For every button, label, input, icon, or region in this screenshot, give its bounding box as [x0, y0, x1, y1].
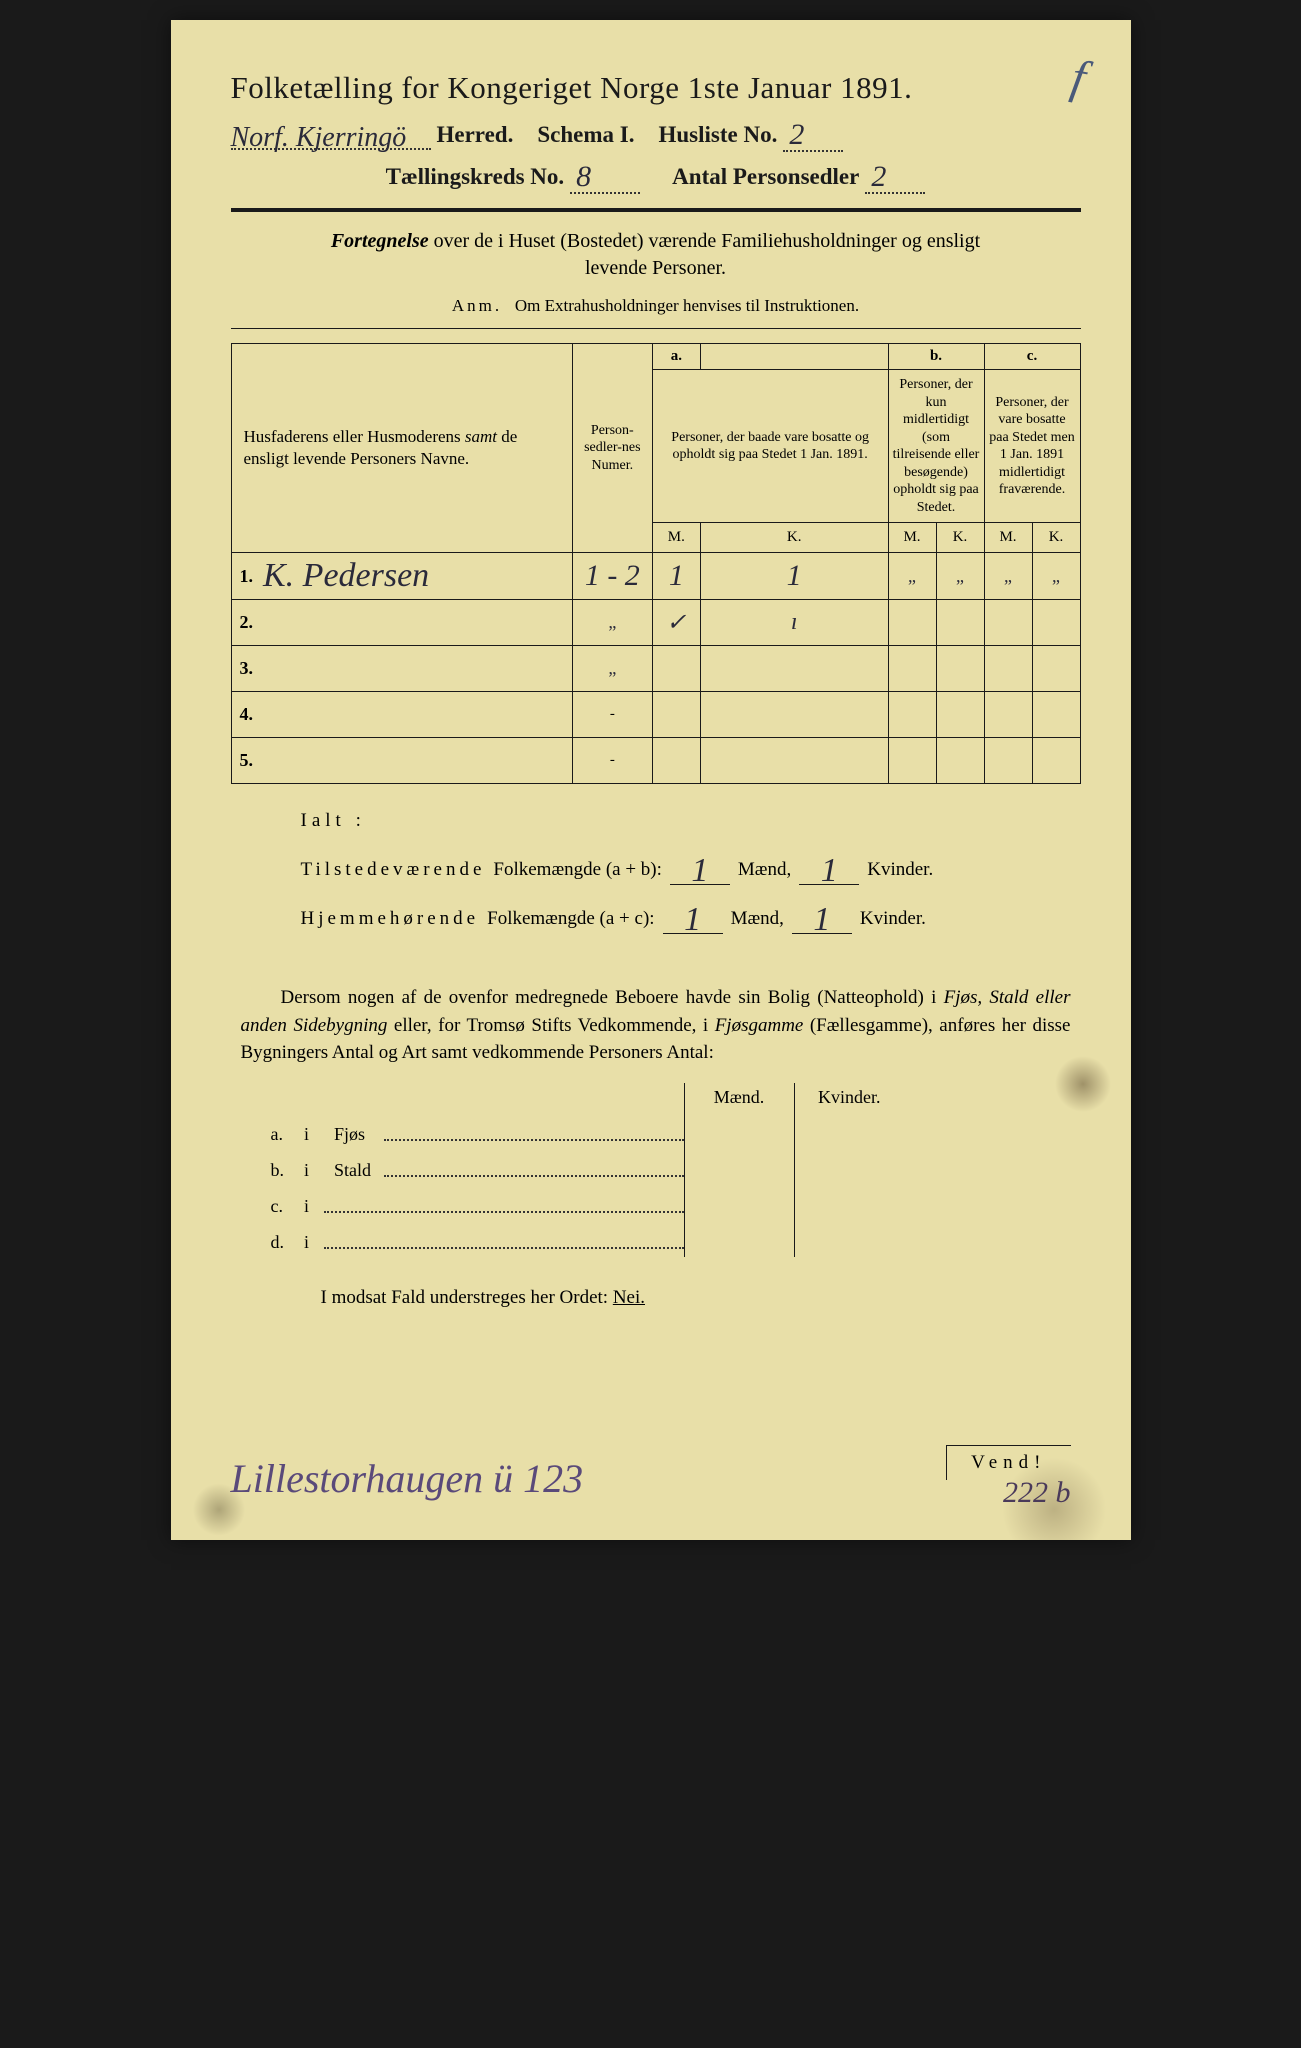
vend-box: Vend!: [946, 1445, 1070, 1480]
anm-label: Anm.: [452, 296, 502, 315]
maend-label: Mænd,: [731, 908, 784, 930]
col-k: K.: [1032, 523, 1080, 553]
bottom-handwriting: Lillestorhaugen ü 123: [231, 1455, 584, 1502]
col-m: M.: [652, 523, 700, 553]
row-number: 5.: [231, 738, 259, 784]
header-line-2: Norf. Kjerringö Herred. Schema I. Huslis…: [231, 116, 1081, 152]
col-numer-header: Person-sedler-nes Numer.: [572, 344, 652, 553]
person-numer: -: [572, 738, 652, 784]
cell-bm: „: [908, 566, 916, 586]
sum-2m: 1: [684, 901, 701, 938]
outbuilding-paragraph: Dersom nogen af de ovenfor medregnede Be…: [241, 984, 1071, 1067]
kvinder-label: Kvinder.: [860, 908, 926, 930]
col-b-header: Personer, der kun midlertidigt (som tilr…: [888, 370, 984, 523]
col-k: K.: [700, 523, 888, 553]
cell-am: ✓: [666, 610, 686, 636]
ialt-label: Ialt :: [301, 810, 1081, 832]
row-number: 1.: [231, 553, 259, 600]
table-row: 3. „: [231, 646, 1080, 692]
husliste-label: Husliste No.: [658, 122, 777, 148]
cell-ak: ı: [791, 609, 798, 635]
maend-label: Mænd,: [738, 859, 791, 881]
herred-handwritten: Norf. Kjerringö: [231, 128, 431, 150]
col-names-header: Husfaderens eller Husmoderens samt de en…: [244, 427, 518, 468]
divider: [231, 328, 1081, 329]
antal-number: 2: [871, 160, 886, 193]
kreds-label: Tællingskreds No.: [386, 164, 565, 190]
col-a-tag: a.: [652, 344, 700, 370]
col-b-tag: b.: [888, 344, 984, 370]
sum-2k: 1: [813, 901, 830, 938]
anm-note: Anm. Om Extrahusholdninger henvises til …: [231, 296, 1081, 316]
side-letter: d.: [261, 1221, 295, 1257]
sum-line-resident: Hjemmehørende Folkemængde (a + c): 1 Mæn…: [301, 895, 1081, 934]
folkemaengde-ac: Folkemængde (a + c):: [487, 908, 654, 930]
form-subtitle: Fortegnelse over de i Huset (Bostedet) v…: [261, 228, 1051, 282]
side-row: d. i: [261, 1221, 905, 1257]
person-numer: „: [608, 612, 616, 632]
col-c-tag: c.: [984, 344, 1080, 370]
col-c-header: Personer, der vare bosatte paa Stedet me…: [984, 370, 1080, 523]
page-title: Folketælling for Kongeriget Norge 1ste J…: [231, 70, 1081, 106]
totals-block: Ialt : Tilstedeværende Folkemængde (a + …: [301, 810, 1081, 934]
cell-ak: 1: [787, 559, 802, 592]
herred-label: Herred.: [437, 122, 514, 148]
row-number: 2.: [231, 600, 259, 646]
hjemmehoerende-label: Hjemmehørende: [301, 908, 480, 930]
col-m: M.: [888, 523, 936, 553]
col-a-header: Personer, der baade vare bosatte og opho…: [652, 370, 888, 523]
col-m: M.: [984, 523, 1032, 553]
table-row: 5. -: [231, 738, 1080, 784]
row-number: 4.: [231, 692, 259, 738]
table-row: 1. K. Pedersen 1 - 2 1 1 „ „ „ „: [231, 553, 1080, 600]
corner-annotation: f: [1067, 49, 1090, 105]
person-numer: „: [608, 658, 616, 678]
side-row: c. i: [261, 1185, 905, 1221]
side-i: i: [294, 1113, 324, 1149]
side-letter: b.: [261, 1149, 295, 1185]
cell-bk: „: [956, 566, 964, 586]
anm-text: Om Extrahusholdninger henvises til Instr…: [515, 296, 859, 315]
schema-label: Schema I.: [537, 122, 634, 148]
side-i: i: [294, 1149, 324, 1185]
col-k: K.: [936, 523, 984, 553]
folkemaengde-ab: Folkemængde (a + b):: [493, 859, 662, 881]
row-number: 3.: [231, 646, 259, 692]
census-form-page: f Folketælling for Kongeriget Norge 1ste…: [171, 20, 1131, 1540]
table-row: 4. -: [231, 692, 1080, 738]
divider: [231, 208, 1081, 212]
person-numer: -: [572, 692, 652, 738]
sum-1m: 1: [691, 852, 708, 889]
nei-underlined: Nei.: [613, 1287, 645, 1308]
antal-label: Antal Personsedler: [672, 164, 859, 190]
side-row: b. i Stald: [261, 1149, 905, 1185]
bottom-right-number: 222 b: [1003, 1476, 1071, 1510]
sum-1k: 1: [821, 852, 838, 889]
husliste-number: 2: [789, 118, 804, 151]
cell-cm: „: [1004, 566, 1012, 586]
side-letter: a.: [261, 1113, 295, 1149]
side-label: Stald: [324, 1149, 684, 1185]
header-line-3: Tællingskreds No. 8 Antal Personsedler 2: [231, 158, 1081, 194]
cell-am: 1: [669, 559, 684, 592]
side-letter: c.: [261, 1185, 295, 1221]
side-i: i: [294, 1185, 324, 1221]
side-kvinder-header: Kvinder.: [794, 1083, 904, 1113]
person-name: K. Pedersen: [263, 557, 429, 594]
kvinder-label: Kvinder.: [867, 859, 933, 881]
side-label: Fjøs: [324, 1113, 684, 1149]
modsat-line: I modsat Fald understreges her Ordet: Ne…: [321, 1287, 1081, 1309]
outbuilding-table: Mænd. Kvinder. a. i Fjøs b. i Stald c. i…: [261, 1083, 905, 1257]
side-row: a. i Fjøs: [261, 1113, 905, 1149]
cell-ck: „: [1052, 566, 1060, 586]
tilstedevaerende-label: Tilstedeværende: [301, 859, 486, 881]
side-maend-header: Mænd.: [684, 1083, 794, 1113]
household-table: Husfaderens eller Husmoderens samt de en…: [231, 343, 1081, 784]
kreds-number: 8: [576, 160, 591, 193]
sum-line-present: Tilstedeværende Folkemængde (a + b): 1 M…: [301, 846, 1081, 885]
side-i: i: [294, 1221, 324, 1257]
person-numer: 1 - 2: [585, 559, 640, 592]
table-row: 2. „ ✓ ı: [231, 600, 1080, 646]
